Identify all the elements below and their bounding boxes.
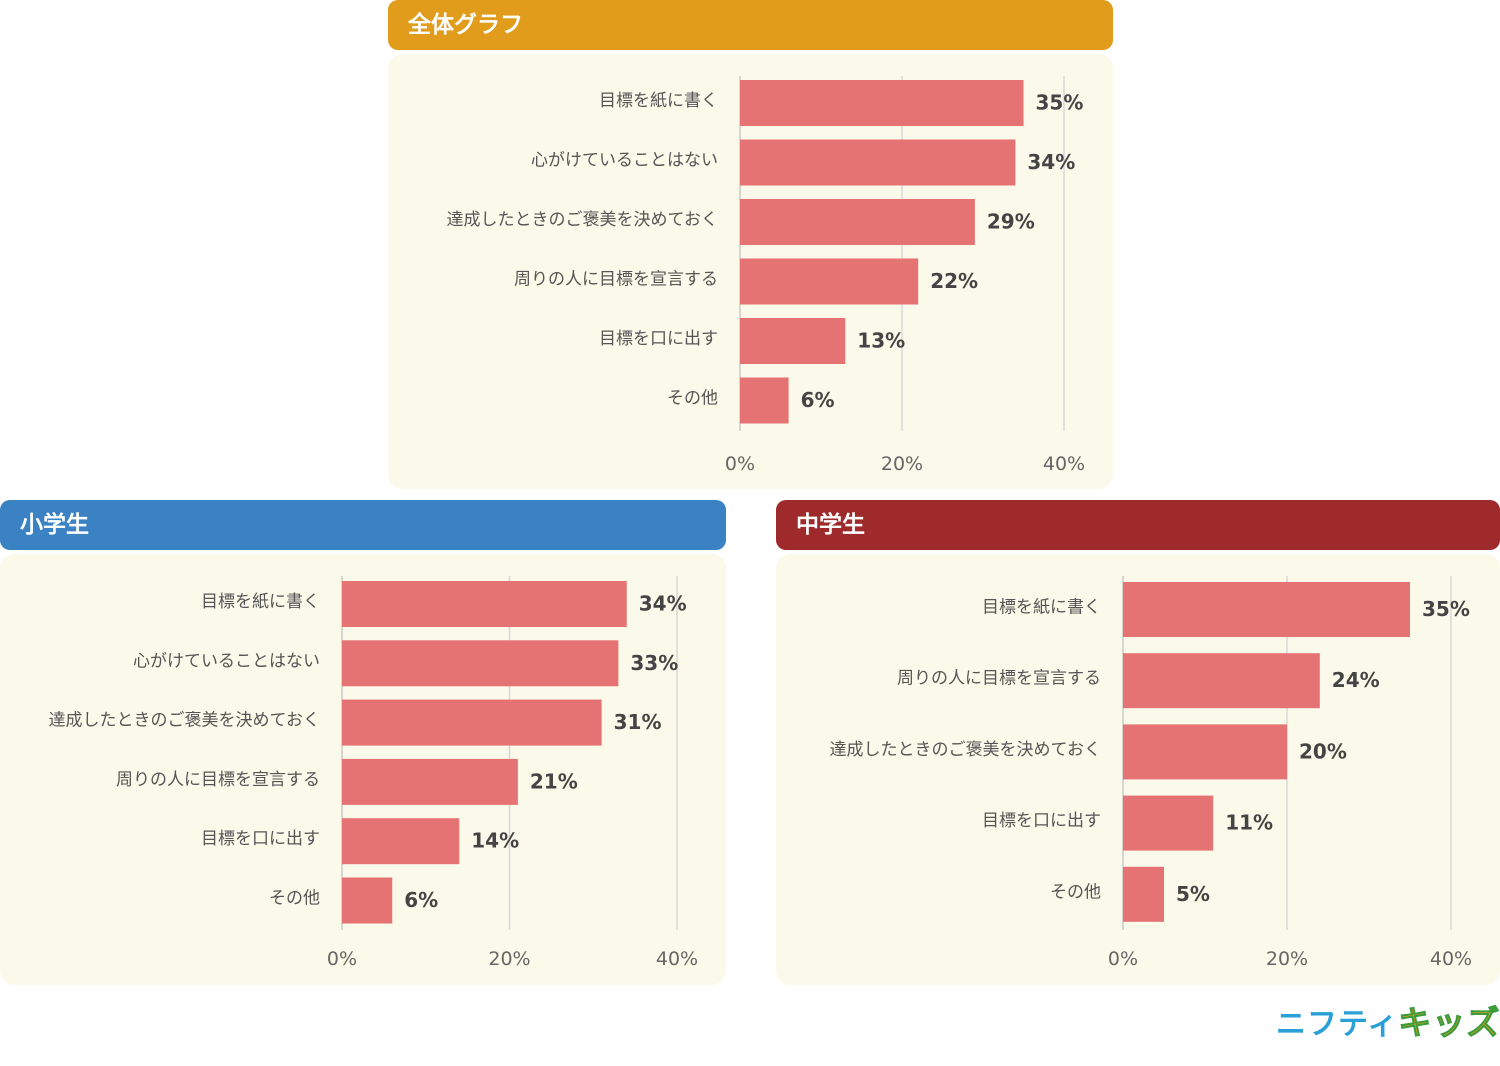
data-label: 11% — [1225, 811, 1273, 835]
tick-label: 20% — [488, 948, 530, 970]
category-label: 心がけていることはない — [531, 151, 718, 171]
category-label: 達成したときのご褒美を決めておく — [49, 711, 321, 731]
tick-label: 20% — [881, 453, 923, 475]
logo-text-nifty: ニフティ — [1276, 1007, 1399, 1042]
chart-title: 中学生 — [776, 500, 1500, 550]
data-label: 20% — [1299, 739, 1347, 763]
bar — [1123, 724, 1287, 780]
bar — [740, 258, 919, 305]
tick-label: 40% — [1043, 453, 1085, 475]
data-label: 29% — [987, 210, 1035, 234]
category-label: その他 — [1050, 882, 1101, 902]
category-label: 目標を紙に書く — [982, 598, 1101, 618]
tick-label: 0% — [327, 948, 357, 970]
category-label: 目標を口に出す — [201, 829, 320, 849]
tick-label: 20% — [1266, 948, 1308, 970]
bar-chart: 0% 20% 40% 目標を紙に書く 35% 心がけていることはない 34% 達成したときのご… — [447, 76, 1085, 475]
bar — [740, 80, 1024, 126]
chart-panel-elementary: 小学生 0% 20% 40% 目標を紙に書く 34% 心がけていることはない 33% 達成した… — [0, 500, 726, 985]
data-label: 13% — [857, 329, 905, 353]
tick-label: 0% — [1108, 948, 1138, 970]
data-label: 35% — [1036, 91, 1084, 115]
data-label: 22% — [930, 269, 978, 293]
bar — [342, 699, 602, 746]
bar — [1123, 866, 1164, 922]
category-label: 周りの人に目標を宣言する — [116, 770, 320, 790]
bar — [740, 318, 846, 364]
category-label: 周りの人に目標を宣言する — [897, 669, 1101, 689]
bar — [1123, 795, 1214, 851]
bar — [342, 581, 627, 627]
chart-title: 全体グラフ — [388, 0, 1113, 50]
bar-chart: 0% 20% 40% 目標を紙に書く 35% 周りの人に目標を宣言する 24% 達成したときの… — [830, 576, 1472, 970]
tick-label: 0% — [725, 453, 755, 475]
category-label: 目標を口に出す — [982, 811, 1101, 831]
category-label: 達成したときのご褒美を決めておく — [830, 740, 1102, 760]
tick-label: 40% — [656, 948, 698, 970]
bar — [740, 139, 1016, 186]
bar — [740, 377, 789, 424]
logo-text-kids: キッズ — [1398, 1003, 1500, 1043]
data-label: 6% — [801, 388, 835, 412]
category-label: 周りの人に目標を宣言する — [514, 270, 718, 290]
bar — [1123, 582, 1410, 637]
chart-panel-overall: 全体グラフ 0% 20% 40% 目標を紙に書く 35% 心がけていることはない 34% 達成… — [388, 0, 1113, 489]
category-label: 目標を紙に書く — [599, 91, 718, 111]
bar — [342, 640, 619, 687]
data-label: 5% — [1176, 882, 1210, 906]
data-label: 34% — [639, 592, 687, 616]
bar — [1123, 653, 1320, 709]
data-label: 34% — [1027, 150, 1075, 174]
tick-label: 40% — [1430, 948, 1472, 970]
nifty-kids-logo[interactable]: ニフティキッズ — [1276, 996, 1500, 1043]
data-label: 21% — [530, 769, 578, 793]
category-label: その他 — [667, 389, 718, 409]
data-label: 31% — [614, 710, 662, 734]
category-label: 目標を紙に書く — [201, 592, 320, 612]
chart-title: 小学生 — [0, 500, 726, 550]
chart-panel-junior-high: 中学生 0% 20% 40% 目標を紙に書く 35% 周りの人に目標を宣言する 24% 達成し… — [776, 500, 1500, 985]
bar — [342, 818, 460, 865]
bar — [342, 758, 518, 805]
data-label: 35% — [1422, 597, 1470, 621]
category-label: 心がけていることはない — [133, 651, 320, 671]
category-label: 達成したときのご褒美を決めておく — [447, 210, 719, 230]
bar-chart: 0% 20% 40% 目標を紙に書く 34% 心がけていることはない 33% 達成したときのご… — [49, 576, 698, 970]
data-label: 14% — [471, 829, 519, 853]
category-label: 目標を口に出す — [599, 329, 718, 349]
bar — [740, 199, 975, 245]
category-label: その他 — [269, 889, 320, 909]
data-label: 33% — [630, 651, 678, 675]
bar — [342, 877, 393, 924]
data-label: 24% — [1332, 668, 1380, 692]
data-label: 6% — [404, 888, 438, 912]
